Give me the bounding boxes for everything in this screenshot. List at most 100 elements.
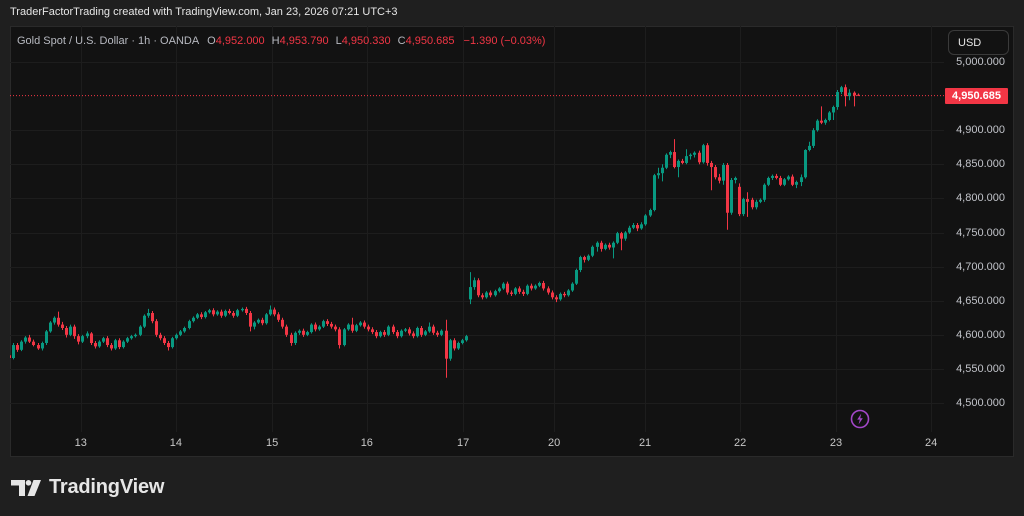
candle [848, 89, 851, 101]
candle [400, 329, 403, 338]
lightning-icon[interactable] [850, 409, 870, 429]
candle [710, 160, 713, 191]
candle [98, 340, 101, 348]
candle [738, 183, 741, 217]
candle [110, 342, 113, 351]
candle [820, 106, 823, 125]
time-axis-label: 22 [734, 437, 747, 449]
candle [844, 84, 847, 107]
candle [318, 325, 321, 331]
candle [751, 197, 754, 210]
candle [416, 326, 419, 338]
candle [183, 326, 186, 333]
open-value: 4,952.000 [215, 35, 265, 47]
time-axis-label: 13 [74, 437, 87, 449]
candle [232, 310, 235, 318]
candle [742, 197, 745, 217]
candle [730, 177, 733, 215]
candle [106, 336, 109, 348]
tradingview-brand[interactable]: TradingView [11, 476, 164, 499]
candle [61, 321, 64, 331]
time-axis-label: 16 [360, 437, 373, 449]
candle [644, 214, 647, 226]
candle [102, 336, 105, 343]
candle [122, 340, 125, 349]
candle [24, 336, 27, 344]
candle [204, 310, 207, 319]
price-axis-label: 4,600.000 [956, 328, 1005, 341]
candle [192, 316, 195, 323]
candle [804, 149, 807, 179]
candle [469, 272, 472, 305]
candle [604, 243, 607, 251]
candle [412, 331, 415, 339]
candle [771, 174, 774, 180]
price-axis-label: 4,550.000 [956, 362, 1005, 375]
candle [795, 180, 798, 189]
candle [175, 333, 178, 340]
candle [347, 323, 350, 331]
candle [41, 341, 44, 351]
candle [171, 336, 174, 349]
high-label: H [271, 35, 280, 47]
candle [453, 338, 456, 351]
candle [273, 307, 276, 317]
tradingview-wordmark: TradingView [49, 476, 165, 498]
time-axis-label: 20 [547, 437, 561, 449]
candle [832, 105, 835, 120]
tradingview-logo-icon [11, 479, 41, 496]
candle [808, 141, 811, 152]
candle [596, 241, 599, 252]
candle [575, 268, 578, 286]
candle [290, 332, 293, 346]
candle [726, 162, 729, 230]
candle [130, 334, 133, 340]
candle [196, 312, 199, 320]
candle [445, 319, 448, 378]
candle [828, 111, 831, 122]
last-price-tag: 4,950.685 [945, 87, 1008, 104]
symbol-title[interactable]: Gold Spot / U.S. Dollar · 1h · OANDA [17, 35, 200, 47]
symbol-legend[interactable]: Gold Spot / U.S. Dollar · 1h · OANDA O 4… [17, 35, 545, 47]
candle [734, 176, 737, 184]
candle [53, 316, 56, 325]
candle [514, 287, 517, 296]
candle [167, 340, 170, 351]
candle [200, 312, 203, 320]
candle [69, 324, 72, 337]
candle [298, 329, 301, 335]
candle [440, 329, 443, 337]
candle [547, 286, 550, 295]
candle [57, 311, 60, 327]
candle [530, 283, 533, 291]
candle [134, 333, 137, 338]
time-axis-label: 14 [169, 437, 182, 449]
candle [143, 314, 146, 328]
candle [579, 255, 582, 273]
candle [371, 327, 374, 335]
candle [816, 119, 819, 132]
candle [179, 330, 182, 337]
candle [188, 319, 191, 330]
open-label: O [207, 35, 216, 47]
candle [212, 308, 215, 317]
candle [681, 158, 684, 165]
candle [640, 222, 643, 230]
candle [518, 286, 521, 294]
candle [387, 325, 390, 337]
candle [714, 164, 717, 180]
candle [45, 330, 48, 346]
candle [428, 322, 431, 333]
candle [432, 324, 435, 335]
candle [665, 153, 668, 170]
candle [567, 289, 570, 297]
candle [408, 327, 411, 336]
candle [12, 342, 15, 360]
candle [661, 164, 664, 182]
candle [355, 323, 358, 333]
candle [522, 289, 525, 296]
low-value: 4,950.330 [341, 35, 391, 47]
currency-button[interactable]: USD [948, 30, 1009, 55]
candle [261, 317, 264, 326]
